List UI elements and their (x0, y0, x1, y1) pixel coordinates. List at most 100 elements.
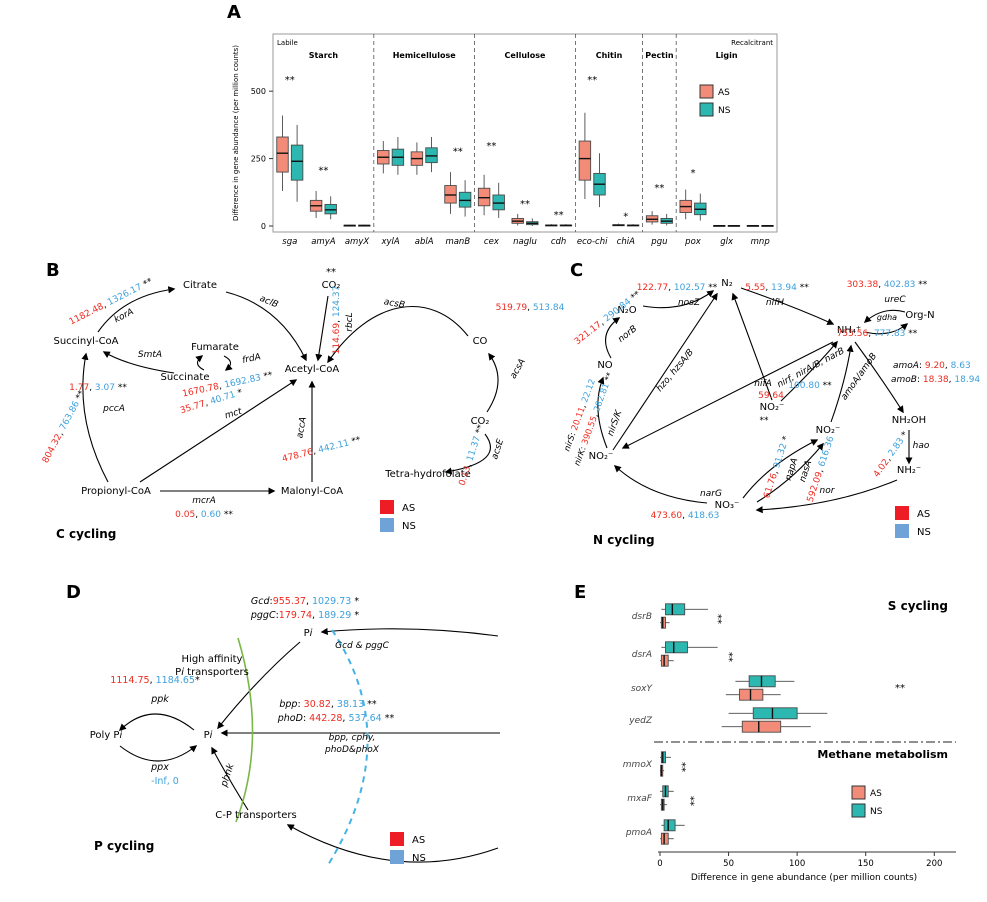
gene-tick-label: sga (282, 237, 297, 247)
group-header: Ligin (716, 51, 738, 60)
gene-label: acsB (383, 297, 406, 311)
gene-tick-label: glx (720, 237, 734, 247)
sig-star: ** (587, 75, 597, 86)
gene-tick-label: naglu (513, 237, 537, 247)
sig-star: ** (318, 165, 328, 176)
gene-label: nor (820, 486, 836, 496)
legend-ns-swatch (390, 850, 404, 864)
sig-star: ** (453, 147, 463, 158)
arrow-edge (755, 479, 898, 514)
arrow-edge (139, 379, 298, 483)
node-label: N₂O (617, 305, 636, 316)
value-label: 473.60, 418.63 (651, 511, 720, 521)
gene-label: Pi transporters (175, 667, 249, 678)
value-label: 804.32, 763.86 ** (41, 389, 88, 465)
gene-label: phnk (218, 762, 236, 789)
panel-a-carbon-degradation-boxplot: Labile Recalcitrant Starch Hemicellulose Cel… (232, 33, 778, 247)
box-as (276, 136, 289, 173)
node-label: Fumarate (191, 342, 239, 353)
gene-tick-label: amyX (345, 237, 370, 247)
gene-label: Pi (304, 628, 313, 639)
value-label: 114.69, 124.37 (332, 286, 342, 355)
plot-frame (272, 33, 778, 233)
node-label: N cycling (593, 533, 655, 547)
section-label-methane: Methane metabolism (817, 748, 948, 761)
panel-e-s-methane-boxplot: S cycling Methane metabolism 0 50 100 150 200 D… (623, 599, 956, 883)
value-label: 519.79, 513.84 (496, 303, 565, 313)
gene-label: narG (700, 489, 722, 499)
legend-as-label: AS (718, 88, 730, 98)
gene-label: nirS/K (606, 408, 625, 437)
gradient-label-labile: Labile (277, 39, 298, 47)
box-ns (663, 819, 676, 832)
legend-as-label: AS (412, 835, 425, 846)
gene-tick-label: manB (445, 237, 470, 247)
gene-tick-label: pgu (650, 237, 667, 247)
arrow-edge (621, 341, 834, 449)
arrow-edge (97, 286, 176, 333)
sig-star: ** (723, 652, 734, 662)
arrow-edge (225, 291, 307, 362)
x-axis-label: Difference in gene abundance (per millio… (691, 873, 917, 883)
node-label: P cycling (94, 839, 154, 853)
box-ns (665, 603, 686, 616)
arrow-edge (444, 433, 491, 475)
gene-label: SmtA (138, 350, 162, 360)
value-label: 321.17, 290.84 ** (573, 289, 643, 347)
sig-star: * (623, 211, 628, 222)
value-label: -Inf, 0 (151, 776, 179, 787)
legend-as-label: AS (917, 509, 930, 520)
gradient-label-recalcitrant: Recalcitrant (731, 39, 773, 47)
value-label: 478.76, 442.11 ** (281, 435, 362, 464)
value-label: 755.56, 777.83 ** (837, 329, 918, 339)
arrow-edge (613, 465, 708, 504)
legend-ns-swatch (895, 524, 909, 538)
node-label: Succinate (161, 372, 210, 383)
gene-tick-label: soxY (631, 684, 654, 694)
sig-star: * (691, 168, 696, 179)
sig-star: ** (654, 183, 664, 194)
node-label: C-P transporters (215, 810, 296, 821)
node-label: NO₃⁻ (715, 500, 740, 511)
value-label: 1182.48, 1326.17 ** (68, 277, 155, 328)
arrow-edge (223, 355, 233, 371)
gene-label: bpp, cphy, (329, 733, 376, 743)
node-label: Acetyl-CoA (285, 364, 340, 375)
value-label: 59.64 (758, 391, 784, 401)
sig-star: ** (676, 762, 687, 772)
gene-label: pccA (102, 404, 125, 414)
value-label: pggC:179.74, 189.29 * (250, 610, 360, 621)
gene-label: hao (913, 441, 930, 451)
gene-label: Pi (204, 730, 213, 741)
y-tick-label: 250 (251, 155, 266, 164)
box-ns (665, 641, 688, 654)
node-label: Propionyl-CoA (81, 486, 151, 497)
gene-label: nifH (766, 298, 784, 308)
panel-c-n-cycling-diagram: N₂ N₂O NO NO₂⁻ NO₃⁻ NH₄⁺ Org-N NH₂OH NH₂⁻ NO₂⁻ ** N… (562, 278, 980, 547)
x-tick-label: 150 (858, 859, 874, 869)
gene-tick-label: mmoX (623, 760, 653, 770)
gene-tick-label: pox (684, 237, 702, 247)
arrow-edge (211, 746, 249, 811)
arrow-edge (327, 306, 469, 364)
box-as (578, 140, 592, 181)
gene-tick-label: mxaF (627, 794, 653, 804)
panel-b-letter: B (46, 260, 60, 281)
gene-label: nifA (754, 379, 772, 389)
panel-d-p-cycling-diagram: Gcd:955.37, 1029.73 * pggC:179.74, 189.29… (90, 596, 500, 866)
value-label: 1114.75, 1184.65* (110, 675, 200, 686)
node-label: C cycling (56, 527, 116, 541)
gene-label: ppk (150, 694, 169, 705)
value-label: amoA: 9.20, 8.63 (893, 361, 971, 371)
value-label: 0.13, 11.37 ** (458, 423, 487, 487)
legend-ns-label: NS (412, 853, 426, 864)
gene-label: acsA (509, 357, 528, 380)
node-label: ** (760, 416, 770, 426)
gene-label: accA (295, 416, 309, 439)
y-tick-label: 500 (251, 87, 266, 96)
node-label: Succinyl-CoA (53, 336, 118, 347)
sig-star: ** (554, 210, 564, 221)
arrow-edge (612, 292, 718, 451)
box-ns (290, 144, 304, 181)
